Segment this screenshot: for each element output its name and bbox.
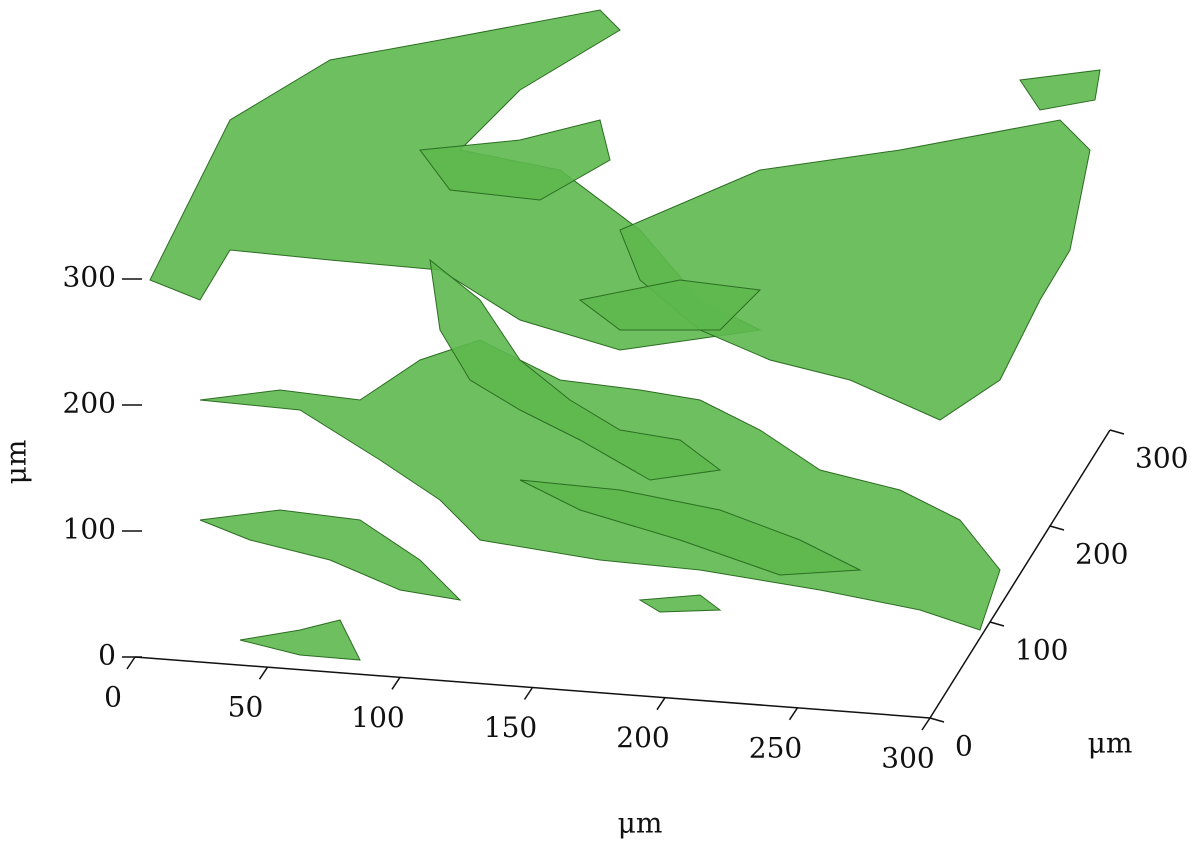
y-tick-label: 200 <box>1075 538 1128 571</box>
x-tick <box>126 656 136 670</box>
x-tick <box>258 666 269 680</box>
z-tick-label: 0 <box>98 639 116 672</box>
z-tick-label: 100 <box>63 513 116 546</box>
rendered-volume <box>149 9 1101 661</box>
y-tick <box>929 717 945 723</box>
x-tick-label: 200 <box>616 721 669 754</box>
x-tick <box>391 676 401 690</box>
x-tick-label: 50 <box>228 691 264 724</box>
y-tick-label: 100 <box>1015 634 1068 667</box>
y-tick <box>989 621 1005 627</box>
z-axis-label: μm <box>0 440 33 485</box>
x-axis-label: μm <box>618 807 663 840</box>
x-tick <box>921 717 931 731</box>
x-tick-label: 250 <box>749 731 802 764</box>
z-tick-label: 300 <box>63 261 116 294</box>
x-tick-label: 150 <box>484 711 537 744</box>
x-tick-label: 100 <box>351 701 404 734</box>
x-tick-label: 300 <box>881 742 934 775</box>
y-tick-label: 300 <box>1135 442 1188 475</box>
x-tick <box>788 707 799 721</box>
x-tick-label: 0 <box>104 681 122 714</box>
y-axis-label: μm <box>1088 727 1133 760</box>
x-tick <box>523 687 534 700</box>
y-tick-label: 0 <box>955 730 973 763</box>
y-tick <box>1049 525 1065 531</box>
y-tick <box>1109 429 1125 435</box>
y-axis <box>929 429 1111 719</box>
z-tick-label: 200 <box>63 387 116 420</box>
x-tick <box>656 697 666 711</box>
